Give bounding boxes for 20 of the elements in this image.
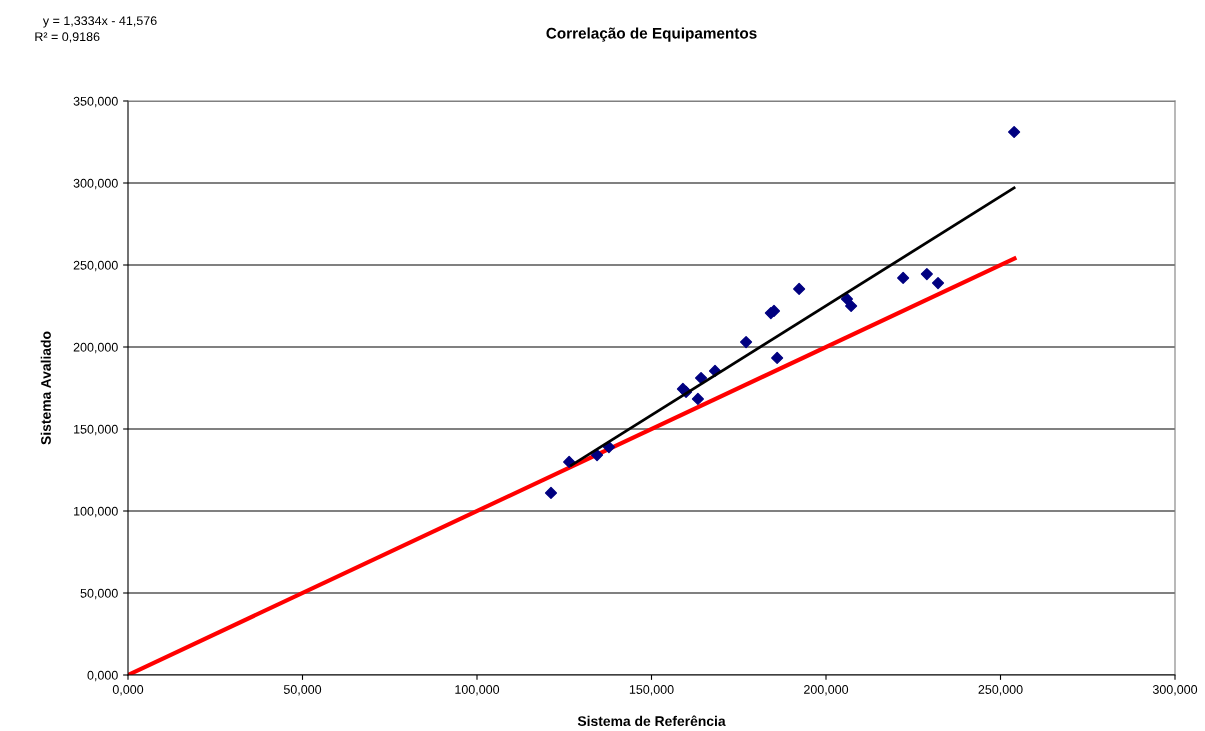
x-tick-label: 150,000 — [629, 685, 674, 696]
y-tick-label: 200,000 — [73, 342, 118, 354]
x-axis-title: Sistema de Referência — [577, 715, 726, 727]
x-tick-label: 300,000 — [1152, 685, 1198, 696]
text: R² = 0,9186 — [35, 32, 100, 43]
chart-title: Correlação de Equipamentos — [546, 27, 757, 42]
x-tick-label: 250,000 — [978, 685, 1023, 696]
y-tick-label: 100,000 — [74, 506, 118, 518]
x-tick-label: 0,000 — [112, 685, 144, 696]
y-axis-title: Sistema Avaliado — [40, 331, 51, 445]
x-tick-label: 200,000 — [804, 685, 849, 696]
y-tick-label: 0,000 — [87, 670, 118, 682]
x-tick-label: 100,000 — [455, 685, 500, 696]
x-tick-label: 50,000 — [283, 685, 322, 696]
y-tick-label: 150,000 — [74, 424, 118, 436]
y-tick-label: 50,000 — [80, 588, 118, 600]
y-tick-label: 250,000 — [73, 260, 118, 272]
y-tick-label: 350,000 — [73, 96, 118, 108]
text: y = 1,3334x - 41,576 — [42, 16, 157, 28]
y-tick-label: 300,000 — [73, 178, 118, 190]
